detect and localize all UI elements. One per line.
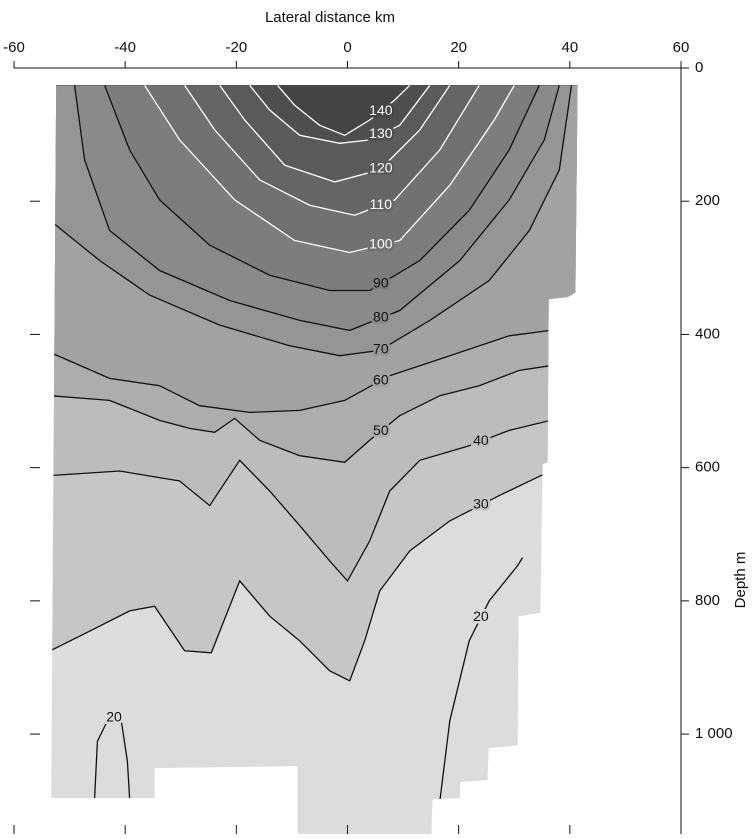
contour-label: 70 (373, 340, 389, 356)
contour-line (439, 557, 524, 802)
contour-line (219, 85, 451, 183)
contour-line (51, 470, 551, 682)
y-tick-label: 0 (695, 59, 703, 76)
y-axis-label: Depth m (732, 552, 749, 609)
contour-label: 20 (106, 709, 122, 725)
x-tick-label: 60 (673, 39, 690, 56)
contour-label: 60 (373, 371, 389, 387)
contour-label: 110 (370, 196, 393, 212)
contour-fill (51, 85, 578, 136)
y-tick-label: 600 (695, 459, 720, 476)
contour-label: 130 (369, 125, 393, 141)
contour-line (144, 85, 515, 254)
contour-fills (51, 85, 578, 681)
x-tick-label: -20 (225, 39, 247, 56)
contour-line (249, 85, 431, 144)
y-tick-label: 1 000 (695, 725, 733, 742)
contour-line (93, 715, 131, 799)
contour-label: 30 (473, 496, 489, 512)
chart-title: Lateral distance km (265, 9, 395, 26)
contour-label: 120 (369, 160, 393, 176)
contour-label: 40 (473, 432, 489, 448)
contour-label: 50 (373, 422, 389, 438)
x-tick-label: -40 (114, 39, 136, 56)
contour-label: 140 (369, 102, 393, 118)
contour-line (51, 419, 551, 583)
x-tick-label: -60 (3, 39, 25, 56)
contour-line (73, 85, 560, 332)
contour-label: 100 (369, 236, 393, 252)
x-tick-label: 20 (450, 39, 467, 56)
contour-line (51, 365, 551, 463)
contour-line (184, 85, 480, 216)
x-tick-label: 40 (561, 39, 578, 56)
x-tick-label: 0 (343, 39, 351, 56)
contour-lines (51, 85, 573, 802)
y-tick-label: 400 (695, 325, 720, 342)
contour-line (277, 85, 411, 137)
y-tick-label: 800 (695, 592, 720, 609)
contour-label: 80 (373, 309, 389, 325)
contour-line (51, 85, 573, 357)
contour-line (51, 329, 551, 414)
contour-label: 20 (473, 608, 489, 624)
contour-line (103, 85, 540, 292)
y-tick-label: 200 (695, 192, 720, 209)
contour-label: 90 (373, 275, 389, 291)
